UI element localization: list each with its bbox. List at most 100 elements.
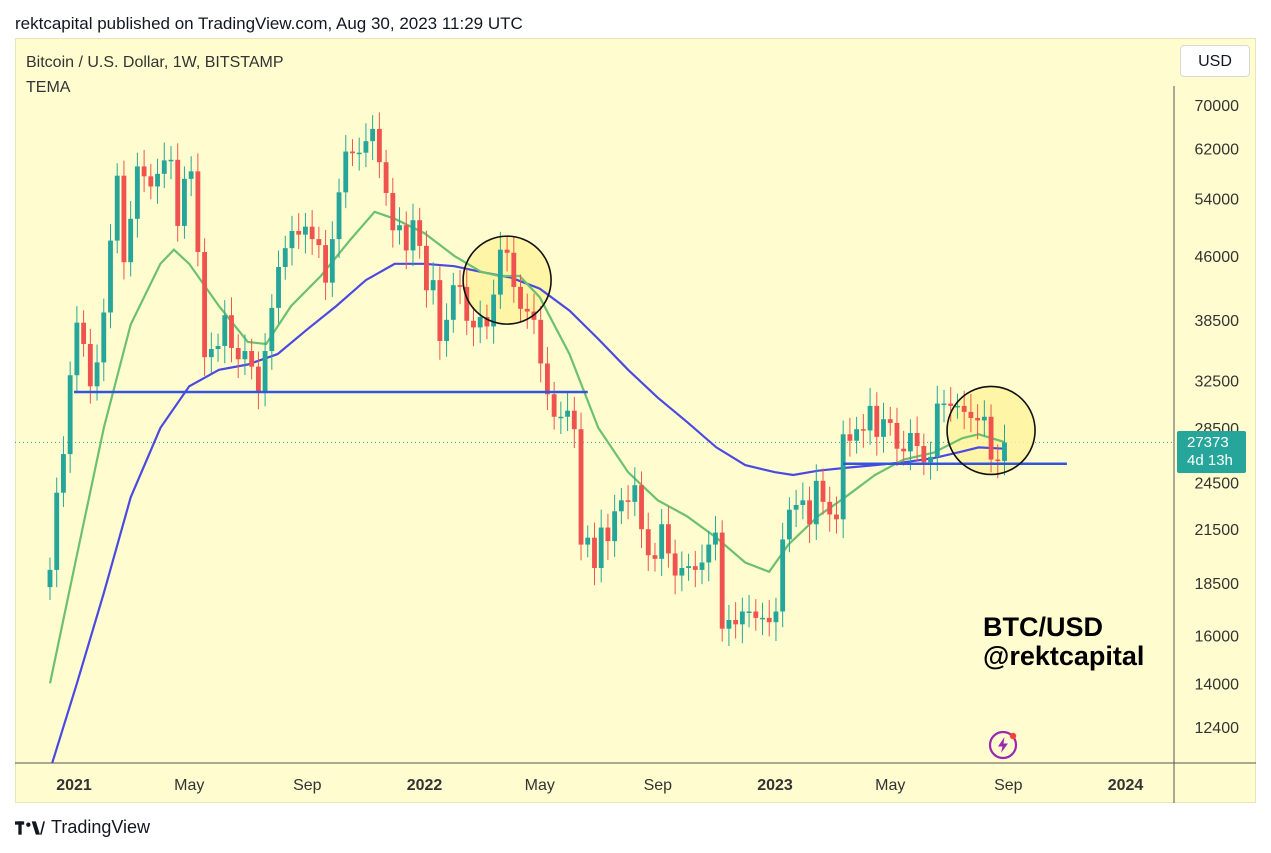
time-tick-label: Sep [293, 777, 322, 794]
candle-up [61, 454, 66, 493]
price-tick-label: 21500 [1195, 522, 1240, 539]
candle-up [262, 351, 268, 392]
candle-down [733, 620, 739, 625]
candle-down [296, 230, 302, 235]
candle-down [249, 351, 255, 367]
time-tick-label: May [174, 777, 204, 794]
candle-down [464, 286, 470, 321]
candle-up [215, 345, 221, 349]
candle-up [134, 166, 140, 219]
price-tick-label: 16000 [1195, 628, 1240, 645]
bar-countdown: 4d 13h [1187, 452, 1233, 469]
tradingview-logo-icon [15, 820, 45, 835]
candle-down [121, 175, 127, 263]
candle-up [941, 403, 947, 406]
candle-down [376, 128, 382, 163]
candle-up [161, 160, 167, 174]
candle-down [948, 403, 954, 406]
candle-down [504, 249, 510, 253]
time-tick-label: 2021 [56, 777, 92, 794]
candle-down [860, 429, 866, 431]
chart-area[interactable] [15, 38, 1256, 803]
candle-down [471, 320, 476, 328]
candle-up [686, 566, 691, 569]
candle-down [901, 448, 907, 452]
candle-up [854, 429, 860, 441]
candle-down [437, 280, 443, 341]
candle-down [639, 485, 644, 530]
candle-down [403, 225, 409, 251]
candle-up [329, 239, 335, 283]
lightning-icon[interactable] [988, 730, 1018, 760]
candle-up [188, 171, 194, 179]
publication-header: rektcapital published on TradingView.com… [15, 14, 523, 33]
indicator-label[interactable]: TEMA [26, 79, 71, 96]
candle-up [793, 504, 799, 510]
candle-up [108, 240, 113, 313]
candle-up [477, 317, 483, 328]
price-tick-label: 32500 [1195, 374, 1240, 391]
highlight-circle [462, 235, 552, 325]
highlight-circle [946, 385, 1036, 476]
candle-down [175, 159, 181, 226]
candle-up [450, 285, 456, 320]
candle-down [544, 363, 550, 395]
candle-up [955, 405, 960, 408]
candle-up [67, 375, 73, 455]
current-price-tag: 27373 4d 13h [1177, 431, 1246, 473]
candle-up [74, 322, 80, 376]
candle-down [834, 514, 839, 520]
highlight-glow [463, 236, 552, 325]
candle-up [585, 537, 591, 545]
watermark-pair: BTC/USD [983, 612, 1103, 642]
candle-up [813, 480, 819, 525]
candle-up [1002, 442, 1007, 461]
candle-down [847, 434, 853, 441]
candle-up [840, 434, 846, 520]
candle-down [914, 433, 920, 447]
candle-up [242, 351, 248, 360]
candle-down [511, 252, 517, 287]
candle-up [713, 532, 718, 545]
watermark-text: BTC/USD @rektcapital [983, 613, 1144, 671]
candle-down [766, 617, 772, 623]
candle-down [605, 527, 611, 542]
candle-up [444, 319, 450, 341]
watermark-author: @rektcapital [983, 641, 1145, 671]
candle-down [961, 405, 967, 412]
candle-up [773, 611, 779, 623]
currency-button[interactable]: USD [1180, 45, 1250, 77]
footer: TradingView [15, 817, 150, 838]
candle-up [94, 362, 100, 387]
candle-up [128, 218, 134, 263]
candle-down [692, 566, 698, 570]
candle-up [679, 568, 685, 576]
candle-up [981, 416, 987, 421]
candle-up [786, 509, 792, 540]
candle-up [928, 456, 933, 463]
candle-down [887, 419, 893, 423]
candle-up [410, 220, 416, 251]
candle-up [182, 178, 187, 226]
candle-up [430, 280, 436, 291]
current-price-value: 27373 [1187, 434, 1229, 451]
candle-down [417, 220, 423, 246]
candle-down [652, 555, 658, 559]
candle-up [612, 511, 618, 542]
tema-slow-line [51, 262, 1005, 763]
candle-down [625, 500, 631, 502]
candle-up [780, 539, 786, 612]
candle-down [484, 317, 490, 327]
candle-down [719, 532, 725, 629]
candle-down [753, 611, 759, 618]
price-tick-label: 70000 [1195, 98, 1240, 115]
candle-up [370, 128, 376, 142]
tema-fast-line [48, 210, 1005, 684]
candle-down [538, 319, 544, 364]
candle-down [975, 417, 981, 421]
candle-up [303, 226, 308, 235]
time-tick-label: Sep [644, 777, 673, 794]
candle-up [706, 544, 712, 563]
footer-brand[interactable]: TradingView [51, 817, 151, 837]
